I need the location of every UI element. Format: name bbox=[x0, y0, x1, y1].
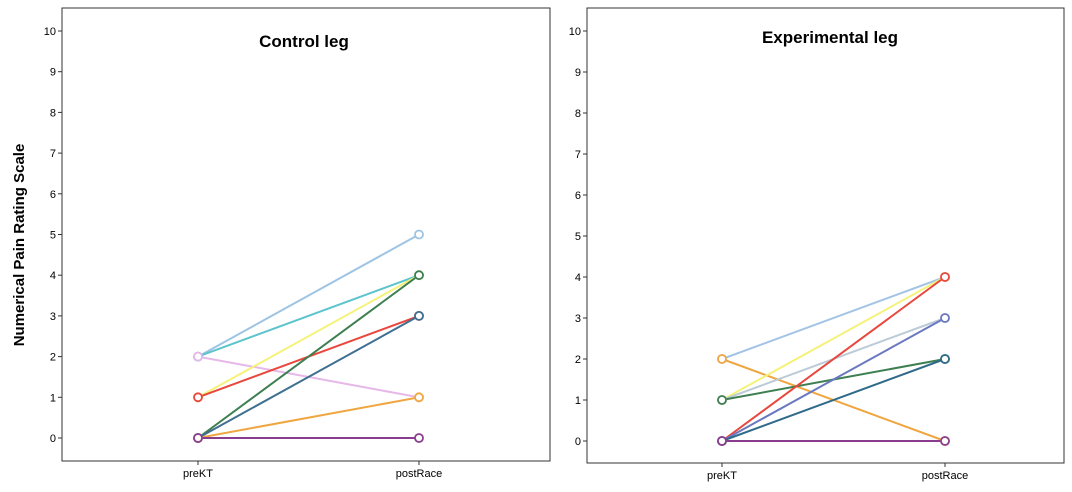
y-tick-label: 7 bbox=[50, 148, 56, 160]
series-line bbox=[197, 396, 420, 439]
y-tick-label: 5 bbox=[575, 231, 581, 243]
data-point bbox=[193, 351, 203, 362]
series-line bbox=[197, 274, 420, 358]
y-tick-label: 6 bbox=[50, 189, 56, 201]
control-leg-chart: Control leg 0 1 2 3 4 5 6 7 8 9 10 preKT postRace bbox=[44, 7, 551, 480]
data-point bbox=[940, 436, 950, 446]
y-tick-label: 7 bbox=[575, 149, 581, 161]
y-tick-label: 1 bbox=[50, 392, 56, 404]
y-tick-label: 3 bbox=[575, 313, 581, 325]
y-tick-label: 8 bbox=[50, 107, 56, 119]
series-line bbox=[197, 315, 420, 439]
series-line bbox=[197, 274, 420, 439]
chart-title: Experimental leg bbox=[762, 28, 898, 47]
y-axis-label: Numerical Pain Rating Scale bbox=[11, 144, 28, 347]
data-point bbox=[940, 354, 950, 364]
series-line bbox=[721, 276, 946, 442]
data-point bbox=[414, 270, 424, 281]
data-point bbox=[193, 433, 203, 443]
y-tick-label: 0 bbox=[575, 436, 581, 448]
plot-frame bbox=[61, 7, 551, 462]
y-tick-label: 9 bbox=[50, 67, 56, 79]
data-point bbox=[414, 392, 424, 403]
data-point bbox=[414, 310, 424, 321]
chart-title: Control leg bbox=[259, 32, 349, 51]
data-point bbox=[414, 433, 424, 443]
x-tick-label: preKT bbox=[707, 470, 737, 482]
data-point bbox=[940, 272, 950, 282]
data-point bbox=[717, 436, 727, 446]
y-tick-label: 3 bbox=[50, 311, 56, 323]
series-line bbox=[721, 358, 946, 442]
x-tick-label: postRace bbox=[396, 468, 442, 480]
y-tick-label: 5 bbox=[50, 230, 56, 242]
y-tick-label: 0 bbox=[50, 433, 56, 445]
y-tick-label: 6 bbox=[575, 190, 581, 202]
x-tick-label: preKT bbox=[183, 468, 213, 480]
y-tick-label: 2 bbox=[575, 354, 581, 366]
data-point bbox=[414, 229, 424, 240]
y-tick-label: 10 bbox=[44, 26, 56, 38]
data-point bbox=[717, 354, 727, 364]
y-tick-label: 4 bbox=[575, 272, 581, 284]
data-point bbox=[717, 395, 727, 405]
y-tick-label: 8 bbox=[575, 108, 581, 120]
y-tick-label: 10 bbox=[569, 26, 581, 38]
y-tick-label: 2 bbox=[50, 352, 56, 364]
data-point bbox=[193, 392, 203, 403]
plot-frame bbox=[586, 7, 1065, 464]
data-point bbox=[940, 313, 950, 323]
y-tick-label: 4 bbox=[50, 270, 56, 282]
experimental-leg-chart: Experimental leg 0 1 2 3 4 5 6 7 8 9 10 preKT postRa… bbox=[569, 7, 1065, 482]
series-line bbox=[197, 233, 420, 358]
series-line bbox=[721, 317, 946, 442]
series-line bbox=[721, 276, 946, 360]
y-tick-label: 1 bbox=[575, 395, 581, 407]
y-tick-label: 9 bbox=[575, 67, 581, 79]
series-line bbox=[721, 276, 946, 401]
series-line bbox=[197, 274, 420, 399]
x-tick-label: postRace bbox=[922, 470, 968, 482]
